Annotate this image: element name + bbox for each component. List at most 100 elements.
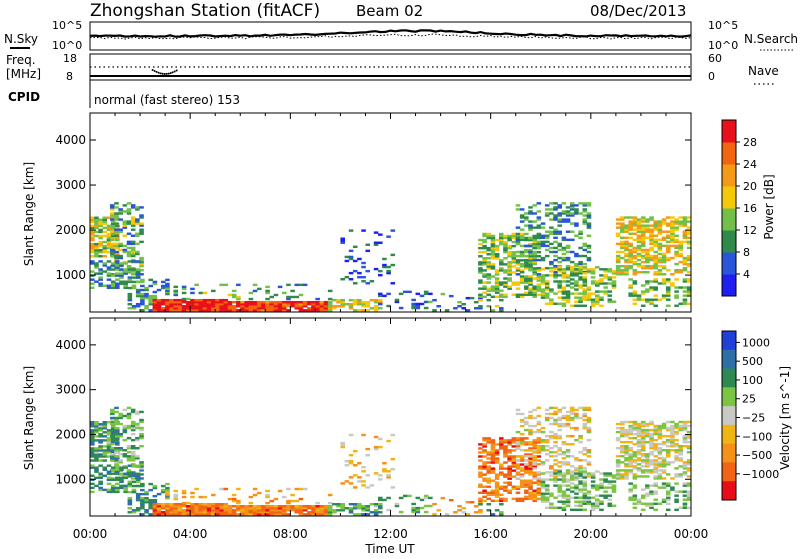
velocity-cell	[277, 509, 283, 512]
velocity-cell	[499, 493, 504, 497]
velocity-cell	[536, 406, 542, 410]
velocity-cell	[131, 474, 137, 477]
velocity-cell	[499, 513, 504, 516]
power-cell	[390, 253, 396, 257]
velocity-cell	[252, 513, 258, 516]
power-cell	[248, 297, 254, 301]
velocity-cell	[599, 472, 604, 475]
velocity-cell	[557, 470, 563, 473]
velocity-cell	[574, 412, 579, 416]
power-cell	[294, 302, 300, 306]
velocity-cell	[649, 444, 654, 448]
velocity-cell	[645, 465, 650, 468]
power-cell	[653, 226, 659, 229]
power-cell	[90, 246, 95, 250]
power-cell	[94, 266, 99, 269]
velocity-cell	[636, 438, 642, 442]
power-cell	[507, 277, 512, 280]
velocity-cell	[139, 469, 144, 472]
power-cell	[286, 309, 291, 312]
velocity-cell	[569, 408, 575, 412]
power-cell	[469, 296, 475, 300]
power-cell	[565, 294, 571, 297]
power-ytick-label: 1000	[55, 268, 86, 282]
velocity-cell	[511, 497, 517, 501]
velocity-cell	[185, 501, 191, 505]
power-cell	[607, 290, 613, 293]
power-cell	[160, 307, 166, 310]
power-cell	[519, 281, 525, 284]
power-cell	[540, 244, 546, 248]
velocity-cell	[561, 424, 567, 428]
power-cell	[686, 302, 692, 305]
power-cell	[327, 289, 333, 293]
velocity-cell	[486, 465, 492, 468]
velocity-cell	[632, 424, 638, 428]
power-colorbar-label-tick: 12	[743, 224, 757, 237]
velocity-cell	[557, 465, 563, 468]
power-cell	[231, 305, 237, 308]
velocity-cell	[139, 428, 144, 432]
velocity-cell	[231, 509, 237, 512]
velocity-cell	[503, 473, 508, 476]
power-cell	[649, 258, 654, 262]
velocity-cell	[674, 494, 679, 497]
velocity-cell	[507, 451, 512, 454]
power-cell	[519, 295, 525, 298]
velocity-cell	[127, 480, 133, 484]
power-cell	[114, 228, 119, 231]
power-cell	[607, 282, 613, 285]
velocity-cell	[127, 484, 133, 488]
velocity-cell	[524, 453, 529, 456]
power-cell	[215, 300, 220, 304]
power-cell	[640, 256, 646, 260]
power-cell	[114, 244, 119, 248]
power-cell	[256, 300, 262, 304]
velocity-cell	[532, 459, 537, 462]
power-cell	[640, 284, 646, 287]
velocity-cell	[110, 429, 116, 432]
velocity-cell	[544, 408, 550, 412]
power-cell	[569, 304, 575, 307]
velocity-cell	[661, 486, 667, 489]
power-cell	[140, 288, 145, 292]
velocity-cell	[519, 439, 525, 442]
velocity-cell	[674, 432, 679, 436]
velocity-cell	[553, 422, 558, 426]
velocity-cell	[653, 463, 659, 466]
power-cell	[686, 294, 692, 297]
velocity-cell	[511, 449, 517, 452]
power-cell	[528, 259, 533, 262]
power-cell	[607, 300, 613, 303]
power-cell	[557, 232, 563, 235]
power-cell	[386, 235, 391, 238]
power-cell	[365, 309, 371, 312]
power-cell	[90, 278, 95, 281]
velocity-cell	[98, 429, 103, 432]
velocity-cell	[281, 511, 287, 514]
velocity-cell	[686, 420, 692, 424]
velocity-cell	[549, 455, 554, 458]
power-cell	[499, 309, 504, 312]
power-cell	[499, 236, 504, 240]
power-cell	[653, 273, 659, 276]
velocity-cell	[670, 444, 675, 448]
power-cell	[645, 266, 650, 270]
power-cell	[106, 274, 112, 277]
velocity-cell	[507, 457, 512, 460]
velocity-cell	[682, 465, 688, 468]
power-cell	[340, 300, 345, 304]
velocity-cell	[119, 472, 124, 475]
velocity-cell	[127, 490, 133, 494]
power-cell	[674, 286, 679, 289]
velocity-cell	[190, 509, 195, 512]
power-cell	[586, 292, 592, 295]
nave-dip-point	[155, 70, 158, 73]
velocity-cell	[624, 430, 629, 434]
power-cell	[632, 238, 638, 242]
power-cell	[344, 259, 350, 263]
velocity-cell	[532, 477, 537, 480]
velocity-cell	[569, 478, 575, 481]
power-cell	[411, 304, 416, 308]
velocity-cell	[507, 459, 512, 462]
